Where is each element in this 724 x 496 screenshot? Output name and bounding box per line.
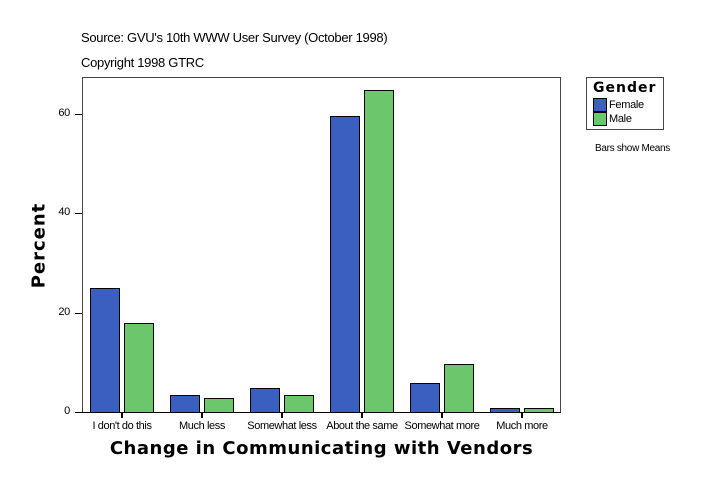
y-tick-label: 60 bbox=[58, 107, 70, 119]
x-tick-mark bbox=[121, 412, 123, 418]
bar-male bbox=[204, 398, 234, 413]
bar-male bbox=[364, 90, 394, 413]
x-axis-line bbox=[82, 412, 561, 413]
legend: Gender Female Male bbox=[586, 77, 664, 130]
legend-title: Gender bbox=[593, 80, 657, 96]
plot-area bbox=[82, 77, 561, 412]
x-category-label: Much more bbox=[496, 420, 548, 432]
y-tick-label: 20 bbox=[58, 306, 70, 318]
female-swatch-icon bbox=[593, 98, 607, 112]
x-tick-mark bbox=[441, 412, 443, 418]
legend-label: Female bbox=[609, 98, 644, 111]
legend-label: Male bbox=[609, 112, 632, 125]
copyright-caption: Copyright 1998 GTRC bbox=[81, 55, 204, 70]
bar-female bbox=[410, 383, 440, 413]
bar-female bbox=[330, 116, 360, 413]
y-tick-mark bbox=[75, 213, 82, 214]
bar-female bbox=[170, 395, 200, 413]
x-tick-mark bbox=[521, 412, 523, 418]
bar-female bbox=[90, 288, 120, 413]
bar-female bbox=[490, 408, 520, 413]
bar-male bbox=[524, 408, 554, 413]
legend-item-male: Male bbox=[593, 112, 632, 126]
bars-note: Bars show Means bbox=[595, 143, 670, 154]
x-tick-mark bbox=[281, 412, 283, 418]
y-tick-mark bbox=[75, 313, 82, 314]
x-tick-mark bbox=[361, 412, 363, 418]
x-category-label: Somewhat more bbox=[404, 420, 480, 432]
legend-item-female: Female bbox=[593, 98, 644, 112]
y-axis-title: Percent bbox=[28, 202, 50, 289]
source-caption: Source: GVU's 10th WWW User Survey (Octo… bbox=[81, 30, 388, 45]
x-category-label: About the same bbox=[326, 420, 398, 432]
x-category-label: I don't do this bbox=[92, 420, 152, 432]
y-tick-label: 40 bbox=[58, 206, 70, 218]
bar-male bbox=[444, 364, 474, 413]
x-category-label: Much less bbox=[179, 420, 225, 432]
x-axis-title: Change in Communicating with Vendors bbox=[109, 438, 534, 459]
bar-female bbox=[250, 388, 280, 413]
male-swatch-icon bbox=[593, 112, 607, 126]
bar-male bbox=[284, 395, 314, 413]
x-tick-mark bbox=[201, 412, 203, 418]
x-category-label: Somewhat less bbox=[247, 420, 317, 432]
bar-male bbox=[124, 323, 154, 413]
y-tick-label: 0 bbox=[64, 405, 70, 417]
y-tick-mark bbox=[75, 412, 82, 413]
y-tick-mark bbox=[75, 114, 82, 115]
